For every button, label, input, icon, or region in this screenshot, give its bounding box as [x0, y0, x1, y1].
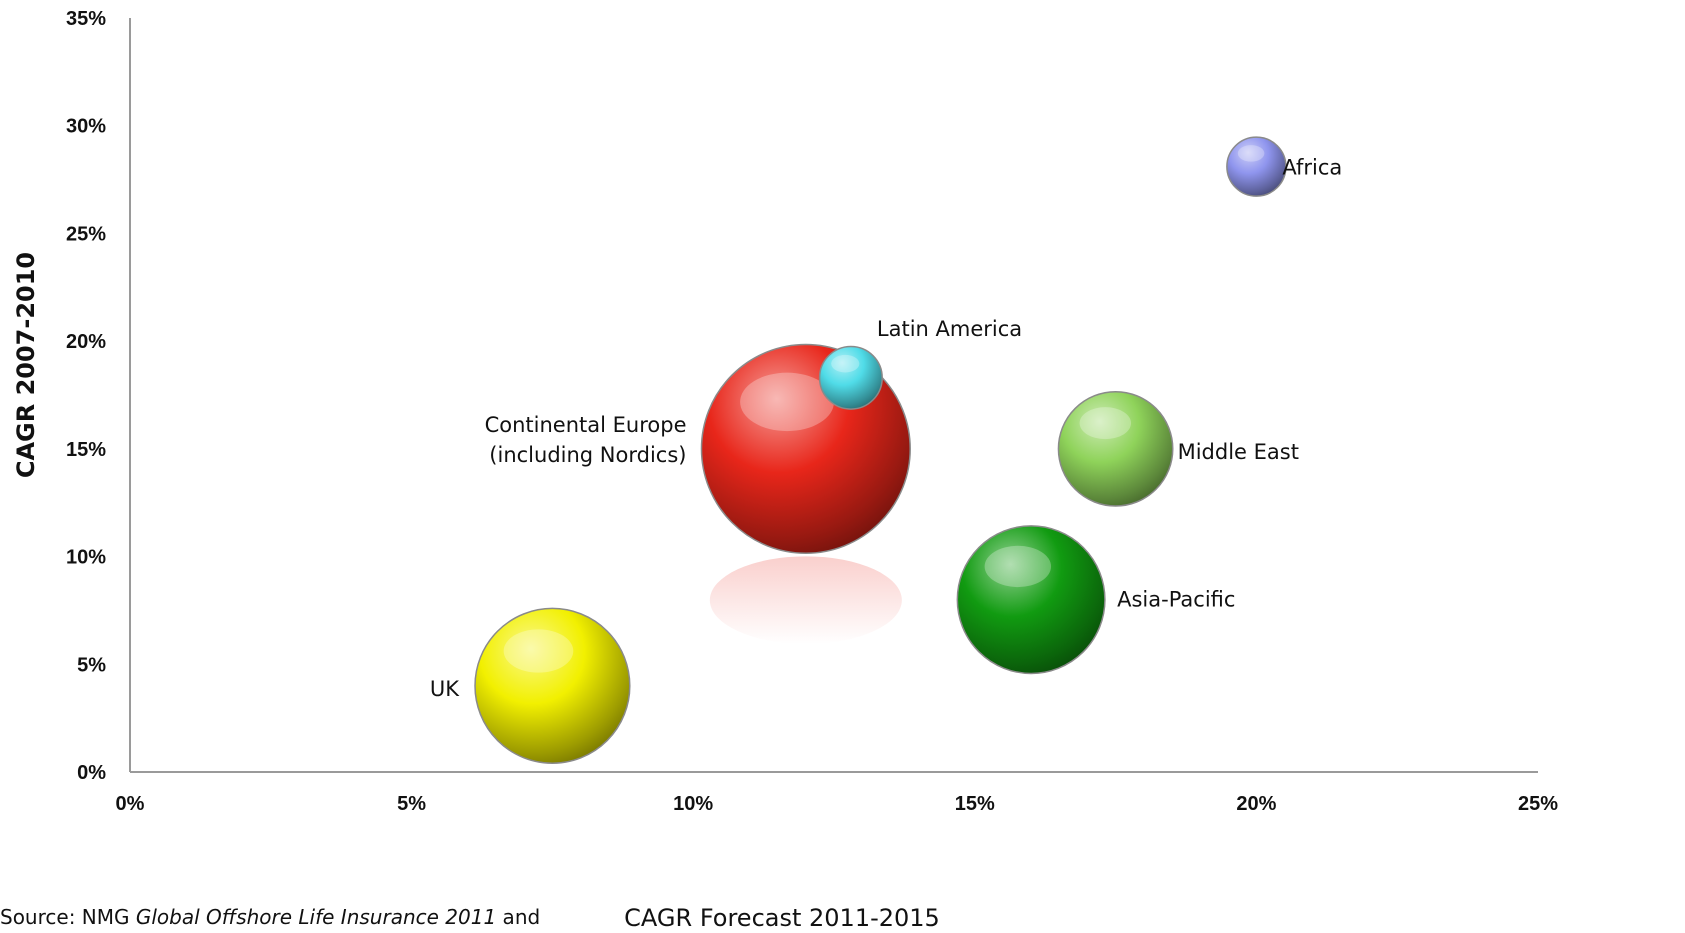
bubbles [474, 136, 1287, 764]
bubble-africa-highlight [1237, 145, 1265, 162]
bubble-continental-europe-including-nordics-highlight [740, 372, 835, 432]
bubble-africa [1226, 136, 1287, 197]
bubble-middle-east-highlight [1079, 407, 1132, 440]
label-africa: Africa [1282, 156, 1342, 180]
x-tick-labels: 0% 5% 10% 15% 20% 25% [116, 793, 1559, 815]
label-asia-pacific: Asia-Pacific [1117, 588, 1235, 612]
y-tick-label: 20% [66, 331, 106, 353]
label-continental-europe-including-nordics: Continental Europe (including Nordics) [485, 413, 687, 467]
y-tick-label: 35% [66, 8, 106, 30]
bubble-latin-america [818, 345, 883, 410]
label-middle-east: Middle East [1178, 440, 1299, 464]
y-tick-label: 5% [77, 654, 106, 676]
y-axis-title: CAGR 2007-2010 [12, 252, 40, 478]
x-tick-label: 10% [673, 793, 713, 815]
y-tick-label: 15% [66, 439, 106, 461]
source-prefix: Source: NMG [0, 905, 136, 929]
label-uk: UK [430, 677, 460, 701]
y-tick-labels: 0% 5% 10% 15% 20% 25% 30% 35% [66, 8, 106, 784]
source-title: Global Offshore Life Insurance 2011 [135, 905, 497, 929]
x-tick-label: 5% [397, 793, 426, 815]
bubble-asia-pacific [956, 525, 1106, 675]
bubble-uk-highlight [503, 629, 574, 673]
reflection-continental-europe-including-nordics [709, 556, 902, 645]
source-note: Source: NMG Global Offshore Life Insuran… [0, 905, 540, 929]
x-axis-title: CAGR Forecast 2011-2015 [624, 904, 940, 932]
y-tick-label: 25% [66, 223, 106, 245]
x-tick-label: 0% [116, 793, 145, 815]
x-tick-label: 20% [1236, 793, 1276, 815]
bubble-middle-east [1057, 390, 1174, 507]
bubble-latin-america-highlight [831, 354, 860, 373]
x-tick-label: 15% [955, 793, 995, 815]
bubble-reflections [709, 556, 902, 645]
source-suffix: and [496, 905, 541, 929]
x-tick-label: 25% [1518, 793, 1558, 815]
label-latin-america: Latin America [877, 317, 1022, 341]
y-tick-label: 10% [66, 547, 106, 569]
y-tick-label: 0% [77, 762, 106, 784]
bubble-uk [474, 607, 631, 764]
bubble-labels: UK Continental Europe (including Nordics) L… [430, 156, 1342, 701]
y-tick-label: 30% [66, 116, 106, 138]
bubble-asia-pacific-highlight [984, 545, 1052, 588]
